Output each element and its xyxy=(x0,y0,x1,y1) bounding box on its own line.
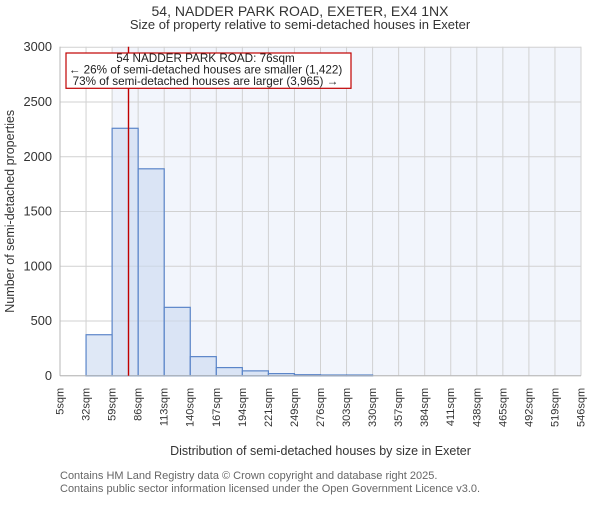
svg-text:276sqm: 276sqm xyxy=(315,388,327,427)
svg-text:357sqm: 357sqm xyxy=(393,388,405,427)
svg-text:86sqm: 86sqm xyxy=(133,388,145,421)
svg-text:167sqm: 167sqm xyxy=(211,388,223,427)
svg-text:411sqm: 411sqm xyxy=(445,388,457,426)
svg-text:3000: 3000 xyxy=(24,39,52,54)
svg-text:384sqm: 384sqm xyxy=(419,388,431,427)
svg-text:2500: 2500 xyxy=(24,94,52,109)
svg-text:303sqm: 303sqm xyxy=(341,388,353,427)
svg-text:1500: 1500 xyxy=(24,204,52,219)
svg-text:113sqm: 113sqm xyxy=(159,388,171,426)
svg-text:249sqm: 249sqm xyxy=(289,388,301,427)
svg-text:546sqm: 546sqm xyxy=(576,388,588,427)
svg-text:59sqm: 59sqm xyxy=(107,388,119,421)
svg-text:221sqm: 221sqm xyxy=(263,388,275,427)
svg-text:0: 0 xyxy=(45,368,52,383)
svg-text:73% of semi-detached houses ar: 73% of semi-detached houses are larger (… xyxy=(73,75,339,88)
svg-text:194sqm: 194sqm xyxy=(237,388,249,427)
svg-text:492sqm: 492sqm xyxy=(523,388,535,427)
svg-text:32sqm: 32sqm xyxy=(81,388,93,421)
svg-text:140sqm: 140sqm xyxy=(185,388,197,427)
svg-text:1000: 1000 xyxy=(24,258,52,273)
svg-text:438sqm: 438sqm xyxy=(471,388,483,427)
svg-text:330sqm: 330sqm xyxy=(367,388,379,427)
svg-text:5sqm: 5sqm xyxy=(55,388,67,415)
svg-text:Number of semi-detached proper: Number of semi-detached properties xyxy=(3,110,17,313)
svg-text:Distribution of semi-detached: Distribution of semi-detached houses by … xyxy=(170,444,471,458)
svg-text:2000: 2000 xyxy=(24,149,52,164)
svg-text:519sqm: 519sqm xyxy=(549,388,561,427)
svg-text:465sqm: 465sqm xyxy=(497,388,509,427)
svg-text:500: 500 xyxy=(31,313,52,328)
